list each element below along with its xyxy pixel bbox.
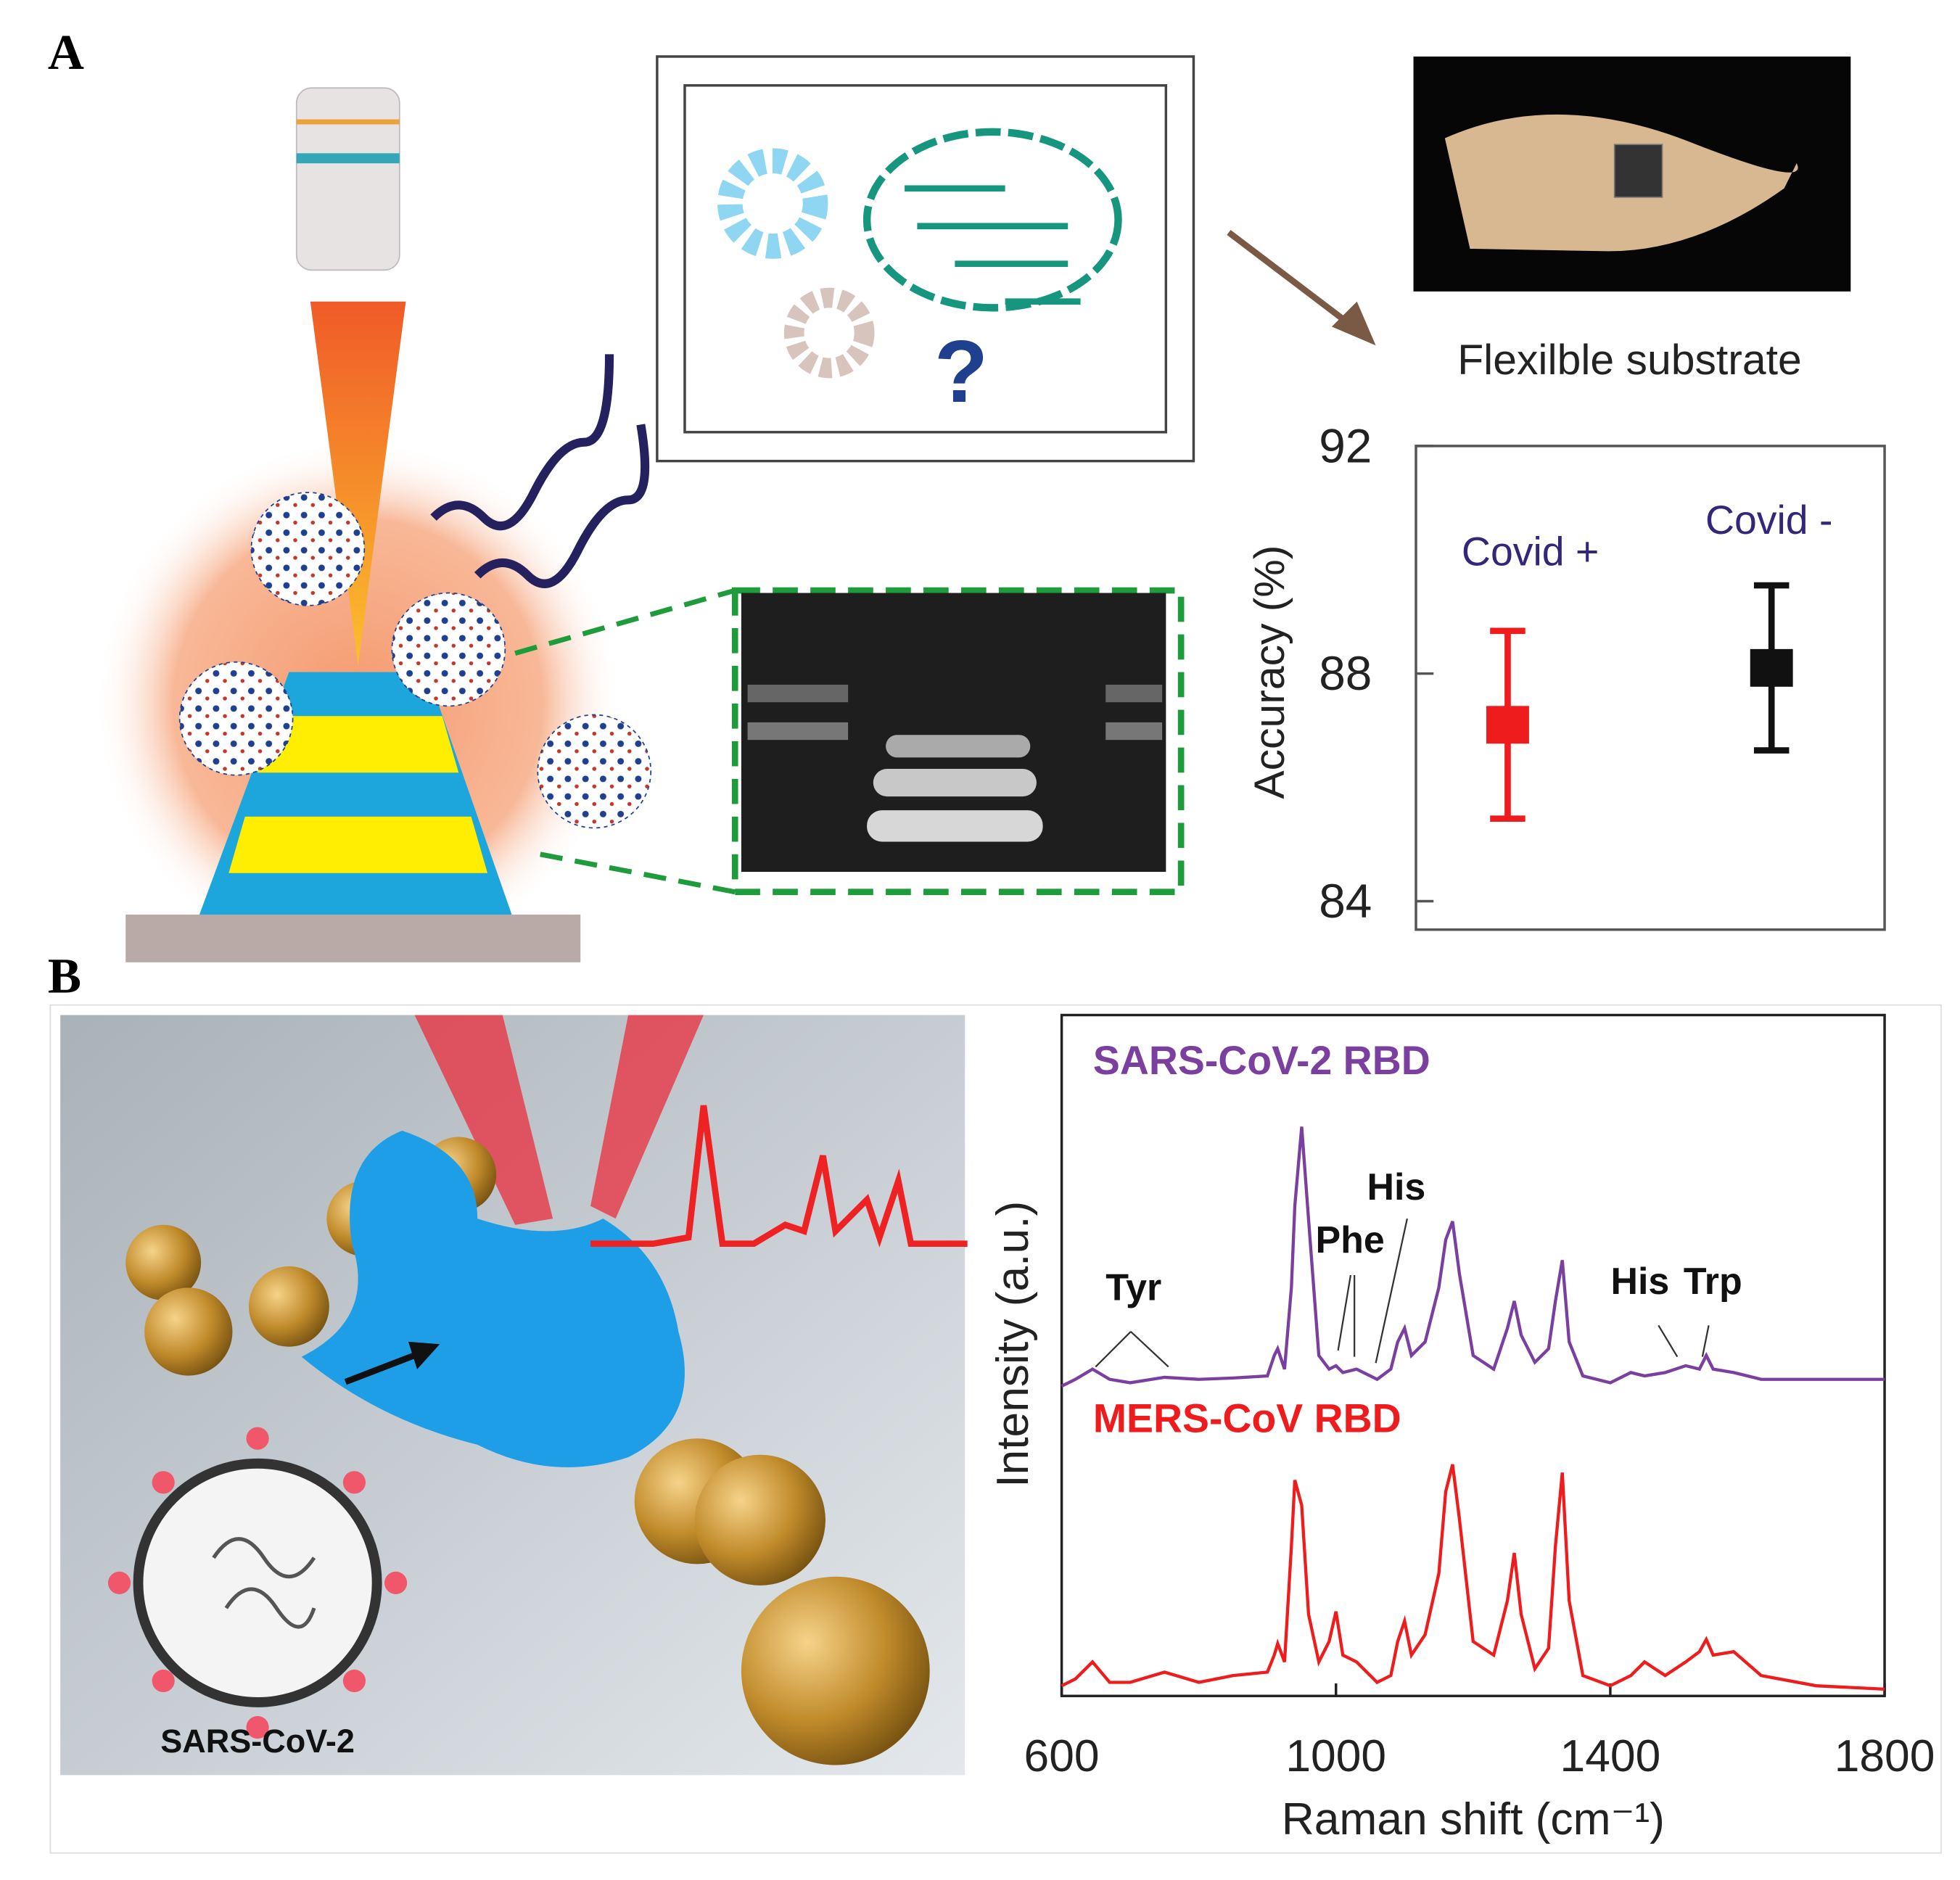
illustration-b <box>49 1004 1942 1854</box>
mean-marker <box>1750 648 1793 687</box>
series-label: SARS-CoV-2 RBD <box>1093 1038 1430 1083</box>
mean-marker <box>1486 706 1529 744</box>
category-label: Covid - <box>1705 498 1833 543</box>
y-tick-label: 88 <box>1319 646 1372 700</box>
series-label: MERS-CoV RBD <box>1093 1396 1401 1441</box>
virus-label: SARS-CoV-2 <box>160 1723 355 1760</box>
y-axis-label: Intensity (a.u.) <box>988 1201 1038 1488</box>
peak-annotation: Trp <box>1684 1261 1742 1303</box>
peak-annotation: His <box>1610 1261 1669 1303</box>
panel-label: A <box>48 24 84 80</box>
y-tick-label: 92 <box>1319 419 1372 472</box>
leader-line <box>1658 1324 1679 1358</box>
peak-annotation: His <box>1367 1166 1425 1208</box>
category-label: Covid + <box>1462 529 1599 574</box>
illustration-a <box>94 55 1851 968</box>
chart-title: Flexilble substrate <box>1457 337 1801 384</box>
x-tick-label: 600 <box>1024 1731 1100 1781</box>
panel-label: B <box>48 947 81 1003</box>
leader-line <box>1337 1274 1352 1351</box>
spectrum-line <box>1061 1464 1885 1691</box>
x-tick-label: 1400 <box>1560 1731 1661 1781</box>
peak-annotation: Tyr <box>1105 1267 1161 1309</box>
leader-line <box>1701 1325 1710 1357</box>
spectrum-line <box>1061 1126 1885 1388</box>
y-tick-label: 84 <box>1319 874 1372 928</box>
peak-annotation: Phe <box>1315 1219 1384 1261</box>
plot-frame <box>1415 445 1886 931</box>
x-tick-label: 1800 <box>1835 1731 1935 1781</box>
y-axis-label: Accuracy (%) <box>1246 545 1293 799</box>
plot-frame <box>1060 1013 1886 1697</box>
x-axis-label: Raman shift (cm⁻¹) <box>1282 1794 1665 1844</box>
leader-line <box>1130 1331 1169 1368</box>
icon-text: ? <box>934 322 988 421</box>
leader-line <box>1095 1331 1132 1368</box>
leader-line <box>1375 1218 1408 1364</box>
x-tick-label: 1000 <box>1285 1731 1386 1781</box>
